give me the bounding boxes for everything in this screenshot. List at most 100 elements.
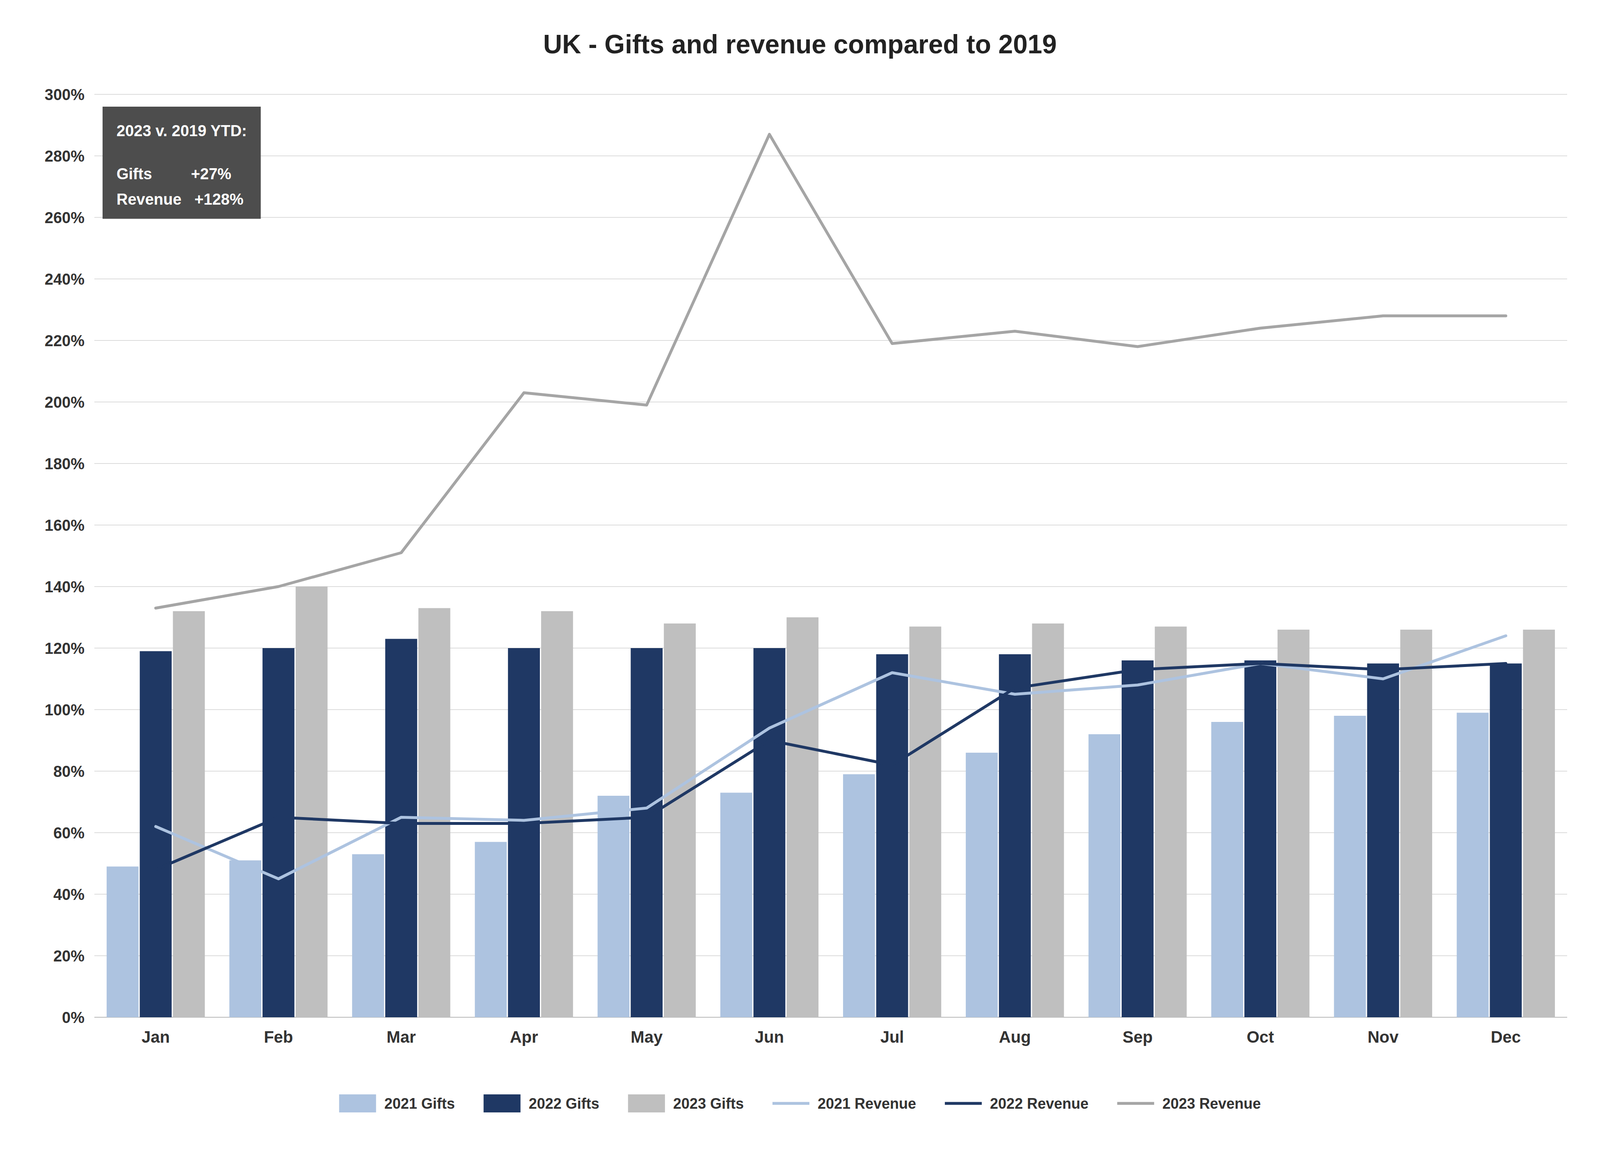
bar (139, 651, 172, 1018)
bar (418, 608, 451, 1018)
y-tick-label: 300% (44, 86, 85, 104)
y-tick-label: 260% (44, 209, 85, 227)
bar (229, 860, 262, 1018)
bar (1277, 629, 1310, 1018)
legend-swatch (339, 1094, 377, 1113)
bar (1334, 715, 1367, 1018)
title: UK - Gifts and revenue compared to 2019 (543, 29, 1057, 60)
bar (541, 611, 574, 1018)
grid-line (94, 278, 1568, 280)
bar (1244, 660, 1277, 1018)
y-tick-label: 120% (44, 640, 85, 658)
bar (876, 654, 909, 1018)
bar (720, 793, 753, 1018)
y-tick-label: 20% (53, 947, 85, 965)
x-tick-label: Oct (1246, 1028, 1275, 1047)
y-tick-label: 100% (44, 701, 85, 719)
bar (1366, 663, 1399, 1018)
x-tick-label: Jan (141, 1028, 170, 1047)
grid-line (94, 340, 1568, 341)
y-tick-label: 80% (53, 763, 85, 781)
bar (630, 648, 663, 1018)
y-tick-label: 180% (44, 455, 85, 473)
bar (1400, 629, 1433, 1018)
bar (753, 648, 786, 1018)
bar (597, 795, 630, 1018)
grid-line (94, 217, 1568, 218)
legend-label: 2022 Gifts (528, 1095, 600, 1113)
line (155, 635, 1507, 880)
x-tick-label: Apr (509, 1028, 539, 1047)
legend-label: 2023 Revenue (1162, 1095, 1261, 1113)
legend-swatch (483, 1094, 521, 1113)
line (155, 134, 1507, 609)
grid-line (94, 524, 1568, 526)
y-tick-label: 220% (44, 332, 85, 350)
legend-item: 2023 Revenue (1117, 1095, 1261, 1113)
annotation-text: Gifts +27% (116, 165, 232, 183)
bar (909, 626, 942, 1018)
x-tick-label: Jun (754, 1028, 784, 1047)
bar (1456, 713, 1489, 1018)
x-tick-label: May (630, 1028, 663, 1047)
legend-label: 2022 Revenue (989, 1095, 1089, 1113)
grid-line (94, 463, 1568, 464)
legend-swatch (628, 1094, 666, 1113)
background (0, 0, 1600, 1160)
bar (1490, 663, 1523, 1018)
x-tick-label: Nov (1367, 1028, 1399, 1047)
y-tick-label: 40% (53, 886, 85, 904)
legend-line (1117, 1102, 1155, 1106)
x-tick-label: Jul (880, 1028, 905, 1047)
grid (94, 94, 1568, 1018)
annotation: 2023 v. 2019 YTD: Gifts +27% Revenue +128% (102, 106, 261, 219)
line (155, 663, 1507, 871)
annotation-text: Revenue +128% (116, 190, 244, 208)
legend-item: 2023 Gifts (628, 1094, 744, 1113)
x-tick-label: Feb (263, 1028, 293, 1047)
y-tick-label: 240% (44, 270, 85, 288)
legend-label: 2021 Revenue (817, 1095, 917, 1113)
bar (295, 586, 328, 1018)
grid-line (94, 93, 1568, 95)
legend-label: 2021 Gifts (384, 1095, 455, 1113)
annotation-text: 2023 v. 2019 YTD: (116, 122, 247, 140)
y-tick-label: 160% (44, 516, 85, 535)
annotation-box (102, 106, 261, 219)
bar (1522, 629, 1555, 1018)
y-tick-label: 280% (44, 147, 85, 165)
chart: UK - Gifts and revenue compared to 2019 0… (0, 0, 1600, 1160)
bar (998, 654, 1031, 1018)
bar (663, 623, 696, 1018)
marks (106, 134, 1555, 1018)
bar (843, 774, 876, 1018)
bar (507, 648, 540, 1018)
bar (786, 617, 819, 1018)
bar (1121, 660, 1154, 1018)
bar (965, 752, 998, 1018)
grid-line (94, 401, 1568, 403)
legend-item: 2022 Gifts (483, 1094, 600, 1113)
legend-item: 2021 Gifts (339, 1094, 455, 1113)
y-tick-label: 140% (44, 578, 85, 596)
x-tick-label: Mar (386, 1028, 416, 1047)
bar (106, 866, 139, 1018)
legend-line (772, 1102, 810, 1106)
legend-item: 2021 Revenue (772, 1095, 917, 1113)
bar (172, 611, 205, 1018)
legend-label: 2023 Gifts (673, 1095, 744, 1113)
x-tick-label: Sep (1122, 1028, 1153, 1047)
legend-line (944, 1102, 982, 1106)
legend: 2021 Gifts 2022 Gifts 2023 Gifts 2021 Reven… (339, 1094, 1262, 1113)
grid-line (94, 155, 1568, 157)
legend-item: 2022 Revenue (944, 1095, 1089, 1113)
bar (352, 854, 384, 1018)
x-tick-label: Dec (1490, 1028, 1521, 1047)
y-tick-label: 0% (61, 1009, 85, 1027)
bar (1154, 626, 1187, 1018)
y-tick-label: 60% (53, 824, 85, 842)
y-tick-label: 200% (44, 393, 85, 412)
bar (1088, 734, 1121, 1018)
bar (262, 648, 295, 1018)
bar (385, 639, 418, 1018)
